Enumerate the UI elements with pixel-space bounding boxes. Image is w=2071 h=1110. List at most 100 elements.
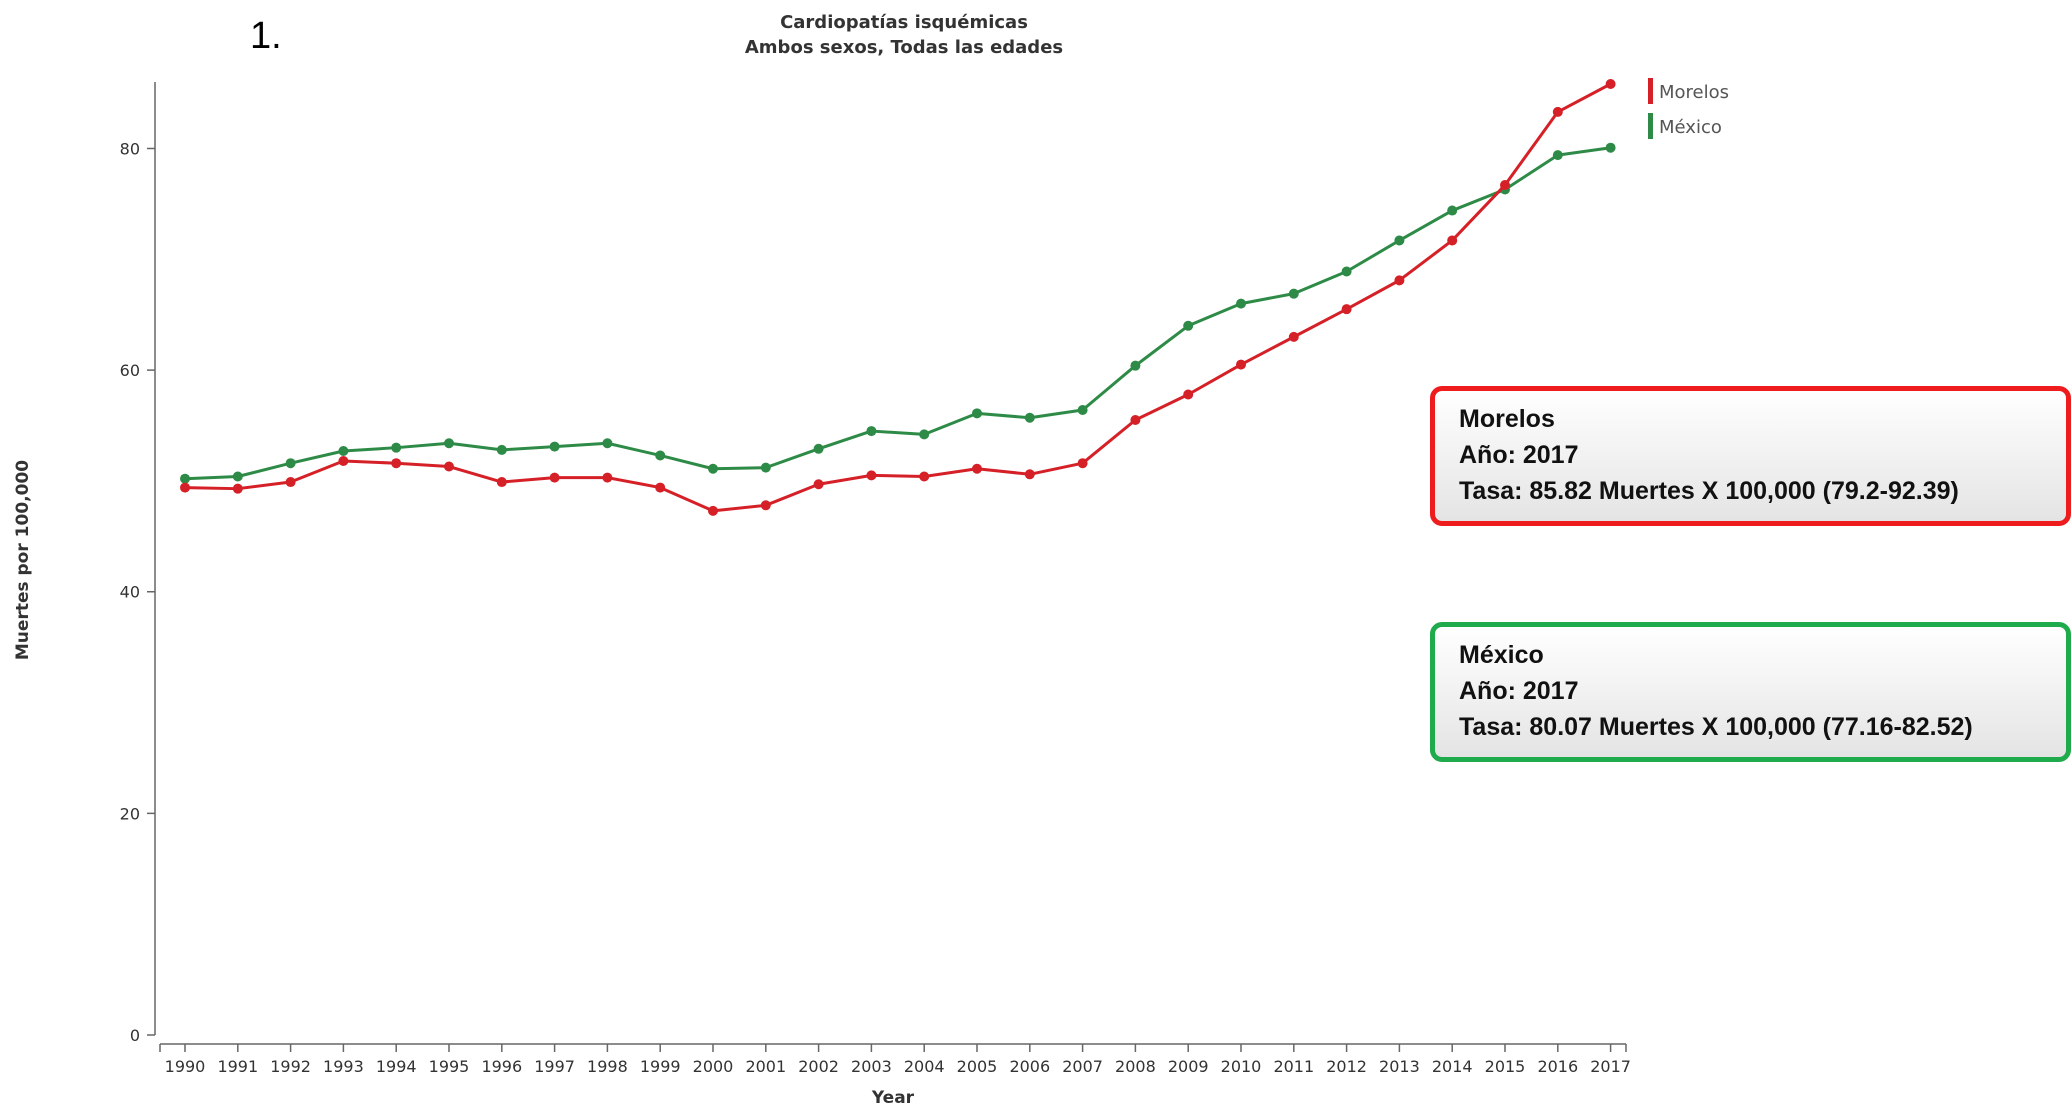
data-point-morelos[interactable] bbox=[391, 458, 402, 469]
data-point-morelos[interactable] bbox=[655, 482, 666, 493]
data-point-mexico[interactable] bbox=[232, 471, 243, 482]
x-tick-label: 1994 bbox=[376, 1057, 417, 1076]
x-tick-label: 2000 bbox=[693, 1057, 734, 1076]
y-tick-label: 40 bbox=[120, 583, 140, 602]
data-point-mexico[interactable] bbox=[496, 444, 507, 455]
data-point-morelos[interactable] bbox=[1236, 359, 1246, 370]
data-point-morelos[interactable] bbox=[1024, 469, 1035, 480]
x-tick-label: 1996 bbox=[481, 1057, 522, 1076]
data-point-mexico[interactable] bbox=[549, 441, 560, 452]
x-tick-label: 2001 bbox=[745, 1057, 786, 1076]
x-tick-label: 2016 bbox=[1537, 1057, 1578, 1076]
data-point-mexico[interactable] bbox=[1605, 142, 1616, 153]
x-tick-label: 2015 bbox=[1485, 1057, 1526, 1076]
slide-number: 1. bbox=[250, 15, 282, 57]
x-tick-label: 2010 bbox=[1221, 1057, 1262, 1076]
x-tick-label: 2002 bbox=[798, 1057, 839, 1076]
data-point-mexico[interactable] bbox=[1077, 405, 1088, 416]
data-point-morelos[interactable] bbox=[760, 500, 771, 511]
data-point-morelos[interactable] bbox=[972, 463, 982, 474]
data-point-morelos[interactable] bbox=[1500, 180, 1510, 191]
data-point-mexico[interactable] bbox=[1394, 235, 1405, 246]
data-point-morelos[interactable] bbox=[285, 477, 296, 488]
x-tick-label: 2003 bbox=[851, 1057, 892, 1076]
data-point-morelos[interactable] bbox=[602, 472, 613, 483]
data-point-morelos[interactable] bbox=[813, 479, 824, 490]
x-tick-label: 2007 bbox=[1062, 1057, 1103, 1076]
tooltip-mexico: México Año: 2017 Tasa: 80.07 Muertes X 1… bbox=[1430, 622, 2071, 762]
data-point-morelos[interactable] bbox=[919, 471, 930, 482]
data-point-mexico[interactable] bbox=[1183, 320, 1194, 331]
data-point-mexico[interactable] bbox=[180, 473, 190, 484]
data-point-morelos[interactable] bbox=[1447, 235, 1458, 246]
x-tick-label: 2014 bbox=[1432, 1057, 1473, 1076]
data-point-morelos[interactable] bbox=[1130, 414, 1141, 425]
data-point-morelos[interactable] bbox=[708, 505, 718, 516]
x-tick-label: 2005 bbox=[957, 1057, 998, 1076]
x-tick-label: 2008 bbox=[1115, 1057, 1156, 1076]
x-tick-label: 1998 bbox=[587, 1057, 628, 1076]
x-tick-label: 1992 bbox=[270, 1057, 311, 1076]
data-point-morelos[interactable] bbox=[1605, 78, 1616, 89]
data-point-mexico[interactable] bbox=[1552, 150, 1563, 161]
tooltip-morelos-name: Morelos bbox=[1459, 405, 1555, 433]
data-point-morelos[interactable] bbox=[232, 483, 243, 494]
data-point-mexico[interactable] bbox=[708, 463, 718, 474]
data-point-morelos[interactable] bbox=[1552, 106, 1563, 117]
legend-label-morelos: Morelos bbox=[1659, 82, 1729, 103]
data-point-morelos[interactable] bbox=[1394, 275, 1405, 286]
y-axis: 0 20 40 60 80 bbox=[120, 82, 156, 1045]
data-point-morelos[interactable] bbox=[496, 477, 507, 488]
data-point-mexico[interactable] bbox=[444, 438, 454, 449]
data-point-mexico[interactable] bbox=[655, 450, 666, 461]
data-point-morelos[interactable] bbox=[338, 455, 349, 466]
chart-subtitle: Ambos sexos, Todas las edades bbox=[745, 37, 1063, 58]
data-point-mexico[interactable] bbox=[1236, 298, 1246, 309]
data-point-mexico[interactable] bbox=[866, 426, 877, 437]
x-tick-label: 2006 bbox=[1009, 1057, 1050, 1076]
legend-swatch-mexico bbox=[1648, 113, 1653, 139]
data-point-morelos[interactable] bbox=[444, 461, 454, 472]
x-tick-label: 2011 bbox=[1273, 1057, 1314, 1076]
y-tick-label: 20 bbox=[120, 804, 140, 823]
data-point-morelos[interactable] bbox=[549, 472, 560, 483]
data-point-mexico[interactable] bbox=[602, 438, 613, 449]
data-point-mexico[interactable] bbox=[1341, 266, 1352, 277]
y-axis-title: Muertes por 100,000 bbox=[13, 460, 33, 660]
x-tick-label: 2009 bbox=[1168, 1057, 1209, 1076]
data-point-mexico[interactable] bbox=[1130, 360, 1141, 371]
tooltip-mexico-name: México bbox=[1459, 641, 1544, 669]
x-tick-label: 1995 bbox=[429, 1057, 470, 1076]
x-tick-label: 2012 bbox=[1326, 1057, 1367, 1076]
data-point-morelos[interactable] bbox=[1288, 331, 1299, 342]
data-point-mexico[interactable] bbox=[1288, 288, 1299, 299]
legend-swatch-morelos bbox=[1648, 78, 1653, 104]
tooltip-mexico-year: Año: 2017 bbox=[1459, 677, 1579, 705]
tooltip-mexico-rate: Tasa: 80.07 Muertes X 100,000 (77.16-82.… bbox=[1459, 713, 1973, 741]
data-point-morelos[interactable] bbox=[1183, 389, 1194, 400]
y-tick-label: 0 bbox=[130, 1026, 140, 1045]
data-point-morelos[interactable] bbox=[180, 482, 190, 493]
data-point-mexico[interactable] bbox=[391, 442, 402, 453]
data-point-mexico[interactable] bbox=[1447, 205, 1458, 216]
series-line-morelos bbox=[184, 82, 1612, 513]
x-tick-label: 1993 bbox=[323, 1057, 364, 1076]
data-point-mexico[interactable] bbox=[285, 458, 296, 469]
data-point-mexico[interactable] bbox=[919, 429, 930, 440]
data-point-mexico[interactable] bbox=[972, 408, 982, 419]
data-point-mexico[interactable] bbox=[813, 443, 824, 454]
series-line-mexico bbox=[184, 146, 1611, 481]
x-tick-label: 2017 bbox=[1590, 1057, 1631, 1076]
data-point-morelos[interactable] bbox=[1077, 458, 1088, 469]
x-axis: 1990 1991 1992 1993 1994 1995 1996 1997 1998 1999… bbox=[159, 1043, 1631, 1076]
x-tick-label: 1999 bbox=[640, 1057, 681, 1076]
data-point-morelos[interactable] bbox=[1341, 304, 1352, 315]
data-point-mexico[interactable] bbox=[338, 446, 349, 457]
x-tick-label: 1997 bbox=[534, 1057, 575, 1076]
x-tick-label: 1990 bbox=[165, 1057, 206, 1076]
data-point-morelos[interactable] bbox=[866, 470, 877, 481]
data-point-mexico[interactable] bbox=[760, 462, 771, 473]
data-point-mexico[interactable] bbox=[1024, 412, 1035, 423]
tooltip-morelos-rate: Tasa: 85.82 Muertes X 100,000 (79.2-92.3… bbox=[1459, 477, 1959, 505]
